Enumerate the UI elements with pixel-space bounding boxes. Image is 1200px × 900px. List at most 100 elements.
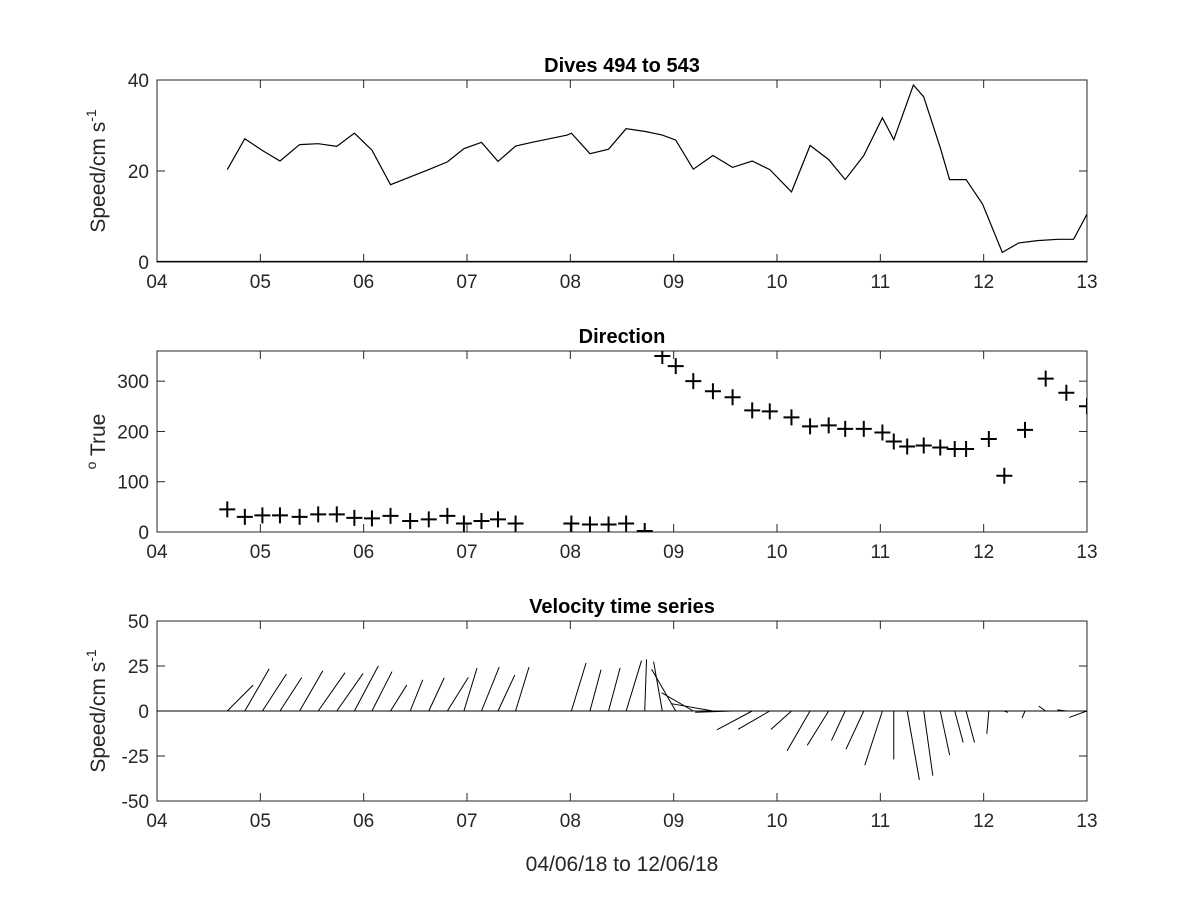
velocity-stick <box>923 710 934 776</box>
direction-marker <box>1079 398 1087 415</box>
velocity-stick <box>336 673 364 712</box>
velocity-stick <box>695 710 733 713</box>
velocity-stick <box>1004 710 1009 713</box>
velocity-stick <box>515 666 530 712</box>
velocity-stick <box>830 710 846 741</box>
velocity-stick <box>625 660 643 712</box>
x-axis-label: 04/06/18 to 12/06/18 <box>526 853 719 876</box>
axes-box <box>156 350 1088 533</box>
y-tick-label: 200 <box>117 422 149 443</box>
direction-marker <box>382 507 399 524</box>
velocity-stick <box>671 703 714 712</box>
direction-marker <box>455 515 472 532</box>
plot-area <box>157 659 1087 781</box>
x-tick-label: 11 <box>870 272 890 293</box>
direction-marker <box>885 433 902 450</box>
direction-marker <box>328 506 345 523</box>
x-tick-label: 04 <box>146 811 168 832</box>
direction-marker <box>420 511 437 528</box>
x-tick-label: 09 <box>663 542 684 563</box>
y-tick-label: 20 <box>128 162 149 183</box>
velocity-stick <box>806 710 830 746</box>
x-tick-label: 11 <box>870 811 890 832</box>
axes-box <box>156 79 1088 263</box>
direction-marker <box>236 508 253 525</box>
plot-area <box>157 83 1087 262</box>
chart-title: Dives 494 to 543 <box>544 55 700 77</box>
x-tick-label: 05 <box>250 811 271 832</box>
direction-marker <box>600 516 617 532</box>
direction-marker <box>704 383 721 400</box>
x-tick-label: 09 <box>663 811 684 832</box>
y-tick-label: -50 <box>122 792 149 813</box>
x-tick-label: 08 <box>560 542 581 563</box>
velocity-stick <box>244 668 270 712</box>
x-tick-label: 06 <box>353 272 374 293</box>
velocity-stick <box>299 670 324 712</box>
direction-marker <box>636 522 653 532</box>
velocity-stick <box>1057 709 1067 712</box>
direction-marker <box>254 507 271 524</box>
direction-marker <box>667 358 684 375</box>
y-tick-label: 0 <box>138 702 149 723</box>
velocity-stick <box>589 669 602 712</box>
direction-marker <box>915 437 932 454</box>
y-tick-label: 300 <box>117 372 149 393</box>
x-tick-label: 12 <box>973 272 994 293</box>
y-tick-label: 0 <box>138 253 149 274</box>
direction-marker <box>363 510 380 527</box>
direction-marker <box>874 424 891 441</box>
x-tick-label: 11 <box>870 542 890 563</box>
y-tick-label: 50 <box>128 612 149 633</box>
direction-marker <box>219 501 236 518</box>
x-tick-label: 06 <box>353 811 374 832</box>
velocity-stick <box>353 665 379 712</box>
velocity-stick <box>864 710 883 766</box>
x-tick-label: 08 <box>560 272 581 293</box>
direction-marker <box>899 438 916 455</box>
x-tick-label: 12 <box>973 542 994 563</box>
x-tick-label: 07 <box>456 272 477 293</box>
velocity-stick <box>986 710 990 734</box>
x-tick-label: 07 <box>456 542 477 563</box>
velocity-stick <box>608 667 621 712</box>
x-tick-label: 13 <box>1076 542 1097 563</box>
direction-marker <box>1058 384 1075 401</box>
direction-marker <box>402 512 419 529</box>
direction-marker <box>958 441 975 458</box>
direction-marker <box>581 516 598 532</box>
velocity-stick <box>737 710 771 730</box>
direction-marker <box>996 467 1013 484</box>
velocity-stick <box>570 662 587 712</box>
direction-marker <box>783 409 800 426</box>
velocity-stick <box>497 674 516 712</box>
velocity-stick <box>954 710 964 743</box>
direction-marker <box>802 418 819 435</box>
direction-marker <box>744 402 761 419</box>
direction-marker <box>271 507 288 524</box>
x-tick-label: 04 <box>146 542 168 563</box>
direction-marker <box>618 515 635 532</box>
direction-marker <box>932 439 949 456</box>
direction-marker <box>1017 421 1033 438</box>
velocity-stick <box>428 677 445 712</box>
panel-1: Dives 494 to 543 04 05 06 07 08 09 10 11 12 13 0 20 4… <box>83 55 1098 293</box>
x-tick-label: 05 <box>250 542 271 563</box>
velocity-stick <box>279 677 303 712</box>
x-tick-label: 13 <box>1076 272 1097 293</box>
direction-marker <box>291 508 308 525</box>
direction-marker <box>1037 370 1054 387</box>
x-tick-label: 10 <box>766 811 787 832</box>
velocity-stick <box>653 661 663 712</box>
velocity-stick <box>786 710 811 752</box>
direction-marker <box>855 420 872 437</box>
velocity-stick <box>661 692 694 712</box>
y-tick-label: 40 <box>128 71 149 92</box>
direction-marker <box>654 351 671 365</box>
y-tick-label: 100 <box>117 473 149 494</box>
y-axis-label: Speed/cm s-1 <box>83 109 110 233</box>
x-tick-label: 09 <box>663 272 684 293</box>
velocity-stick <box>261 673 287 712</box>
velocity-stick <box>644 659 648 712</box>
y-axis-label: o True <box>83 414 110 470</box>
